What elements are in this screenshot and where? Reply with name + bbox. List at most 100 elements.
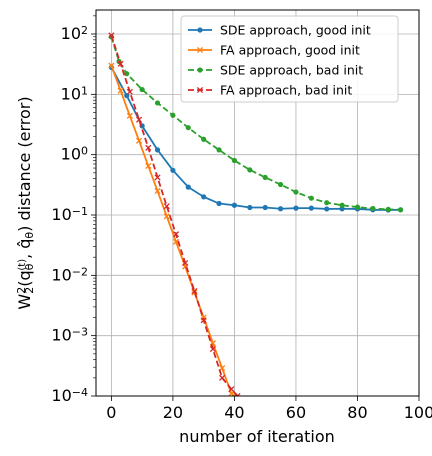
y-tick-base: 10 xyxy=(51,386,71,405)
y-tick-label: 10−2 xyxy=(51,265,88,285)
legend-marker xyxy=(197,27,203,33)
data-point xyxy=(262,204,268,211)
x-tick-label: 100 xyxy=(404,403,432,422)
series-4 xyxy=(108,32,241,396)
data-point xyxy=(145,162,152,170)
y-label-q2-sub: θ xyxy=(23,232,36,239)
data-point xyxy=(145,144,152,151)
legend-marker xyxy=(196,46,204,54)
y-label-comma: , xyxy=(15,249,34,259)
data-point xyxy=(154,187,161,195)
data-point xyxy=(219,374,226,381)
x-tick-label: 40 xyxy=(224,403,244,422)
data-point xyxy=(163,203,170,210)
legend: SDE approach, good init FA approach, good… xyxy=(180,15,399,103)
data-point xyxy=(154,174,161,181)
y-tick-base: 10 xyxy=(51,205,71,224)
y-tick-label: 10−3 xyxy=(51,325,88,345)
data-point xyxy=(247,204,253,211)
y-tick-base: 10 xyxy=(61,84,81,103)
y-tick-base: 10 xyxy=(51,265,71,284)
data-point xyxy=(385,206,391,212)
data-point xyxy=(324,200,330,206)
data-point xyxy=(277,181,284,188)
legend-entry: SDE approach, bad init xyxy=(188,63,363,78)
y-label-sup: 2 xyxy=(15,287,28,294)
legend-marker xyxy=(196,86,204,94)
y-label-q1-sup: (t) xyxy=(17,259,28,271)
data-point xyxy=(277,206,284,212)
data-point xyxy=(216,147,222,153)
y-label-close: ) xyxy=(15,226,34,232)
y-tick-exp: 2 xyxy=(81,24,88,37)
data-point xyxy=(117,87,124,94)
data-point xyxy=(231,202,238,208)
y-label-suffix: distance (error) xyxy=(15,96,34,225)
data-point xyxy=(172,231,180,238)
data-point xyxy=(163,213,170,220)
legend-box xyxy=(180,15,399,103)
x-axis-label: number of iteration xyxy=(179,427,335,446)
y-label-sub: 2 xyxy=(23,287,36,294)
x-tick-label: 80 xyxy=(347,403,367,422)
data-point xyxy=(136,137,143,144)
data-point xyxy=(293,205,299,211)
data-point xyxy=(370,205,376,212)
legend-label: SDE approach, good init xyxy=(220,23,371,38)
y-tick-label: 10−1 xyxy=(51,205,88,225)
data-point xyxy=(293,189,299,195)
data-point xyxy=(154,100,161,106)
y-tick-exp: 1 xyxy=(81,84,88,97)
y-tick-exp: 0 xyxy=(81,144,88,157)
data-point xyxy=(185,125,191,131)
y-tick-base: 10 xyxy=(61,145,81,164)
legend-label: FA approach, good init xyxy=(220,43,360,58)
legend-entry: SDE approach, good init xyxy=(188,23,371,38)
data-point xyxy=(209,345,216,353)
legend-entry: FA approach, good init xyxy=(188,43,360,58)
legend-entry: FA approach, bad init xyxy=(188,83,352,98)
data-point xyxy=(126,112,133,119)
data-point xyxy=(324,206,330,212)
y-tick-label: 100 xyxy=(61,144,88,164)
data-point xyxy=(191,287,198,295)
data-point xyxy=(170,167,176,173)
data-point xyxy=(228,386,235,393)
y-tick-label: 10−4 xyxy=(51,386,88,406)
y-label-q1: q xyxy=(15,270,34,280)
data-point xyxy=(154,147,161,153)
data-point xyxy=(108,62,115,69)
data-point xyxy=(201,136,207,142)
y-tick-base: 10 xyxy=(51,326,71,345)
data-point xyxy=(354,204,361,210)
x-tick-label: 60 xyxy=(286,403,306,422)
data-point xyxy=(308,195,314,201)
data-point xyxy=(108,32,115,39)
y-tick-exp: −4 xyxy=(72,386,88,399)
data-point xyxy=(231,157,238,164)
y-axis-label: W22(qθ(t), q̂θ) distance (error) xyxy=(15,96,36,309)
x-tick-label: 20 xyxy=(163,403,183,422)
data-point xyxy=(397,207,404,213)
data-point xyxy=(247,167,253,173)
legend-label: SDE approach, bad init xyxy=(220,63,363,78)
y-tick-exp: −2 xyxy=(72,265,88,278)
legend-marker xyxy=(197,67,203,73)
y-label-open: ( xyxy=(15,281,34,287)
data-point xyxy=(216,200,222,207)
y-tick-label: 101 xyxy=(61,84,88,104)
data-point xyxy=(262,174,268,181)
data-point xyxy=(117,60,124,67)
data-point xyxy=(201,194,207,200)
series-line xyxy=(110,36,401,211)
data-point xyxy=(234,392,241,396)
data-point xyxy=(200,317,207,324)
series-layer xyxy=(108,32,404,396)
legend-label: FA approach, bad init xyxy=(220,83,352,98)
series-1 xyxy=(108,64,404,213)
data-point xyxy=(339,202,345,208)
plot-frame xyxy=(95,9,420,397)
data-point xyxy=(185,184,191,190)
